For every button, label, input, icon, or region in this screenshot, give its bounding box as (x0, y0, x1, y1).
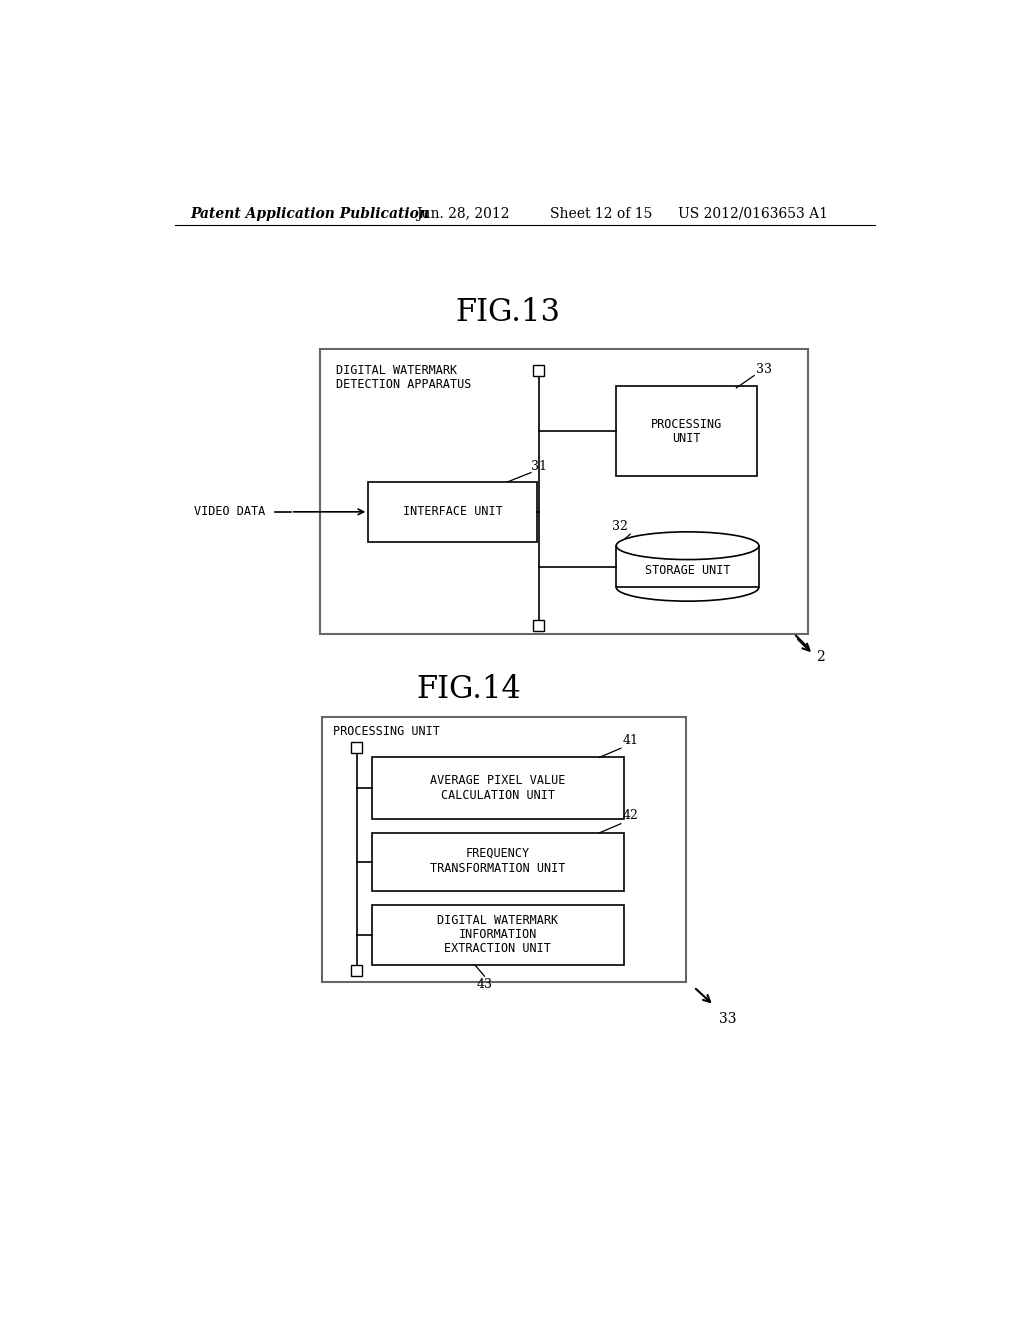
Bar (616, 387, 758, 477)
Bar (351, 742, 362, 752)
Text: Patent Application Publication: Patent Application Publication (190, 207, 429, 220)
Bar (369, 482, 538, 543)
Text: INFORMATION: INFORMATION (459, 928, 537, 941)
Text: 33: 33 (756, 363, 772, 376)
Text: 41: 41 (623, 734, 638, 747)
Ellipse shape (616, 532, 759, 560)
Bar (372, 758, 624, 818)
Text: 31: 31 (531, 459, 547, 473)
Bar (534, 364, 544, 376)
Text: TRANSFORMATION UNIT: TRANSFORMATION UNIT (430, 862, 565, 875)
Text: Sheet 12 of 15: Sheet 12 of 15 (550, 207, 652, 220)
Text: 42: 42 (623, 809, 638, 822)
Bar (321, 350, 809, 635)
Text: PROCESSING UNIT: PROCESSING UNIT (334, 725, 440, 738)
Bar (351, 965, 362, 977)
Text: PROCESSING: PROCESSING (651, 418, 722, 432)
Text: FREQUENCY: FREQUENCY (466, 846, 529, 859)
Bar (372, 833, 624, 891)
Text: INTERFACE UNIT: INTERFACE UNIT (402, 506, 503, 519)
Bar (372, 906, 624, 965)
Text: AVERAGE PIXEL VALUE: AVERAGE PIXEL VALUE (430, 774, 565, 787)
Text: EXTRACTION UNIT: EXTRACTION UNIT (444, 942, 551, 954)
Text: VIDEO DATA: VIDEO DATA (194, 506, 265, 519)
Text: 33: 33 (719, 1011, 736, 1026)
Text: 2: 2 (816, 649, 825, 664)
Text: STORAGE UNIT: STORAGE UNIT (645, 564, 730, 577)
Text: DETECTION APPARATUS: DETECTION APPARATUS (336, 379, 471, 391)
Text: UNIT: UNIT (673, 432, 701, 445)
Text: 32: 32 (612, 520, 629, 533)
Bar (534, 620, 544, 631)
Text: DIGITAL WATERMARK: DIGITAL WATERMARK (437, 915, 558, 927)
Text: FIG.14: FIG.14 (417, 675, 521, 705)
Bar (322, 718, 686, 982)
Text: US 2012/0163653 A1: US 2012/0163653 A1 (678, 207, 828, 220)
Text: FIG.13: FIG.13 (456, 297, 560, 327)
Bar (616, 545, 759, 587)
Text: 43: 43 (477, 978, 493, 991)
Text: DIGITAL WATERMARK: DIGITAL WATERMARK (336, 364, 457, 378)
Text: Jun. 28, 2012: Jun. 28, 2012 (417, 207, 510, 220)
Text: CALCULATION UNIT: CALCULATION UNIT (440, 789, 555, 803)
